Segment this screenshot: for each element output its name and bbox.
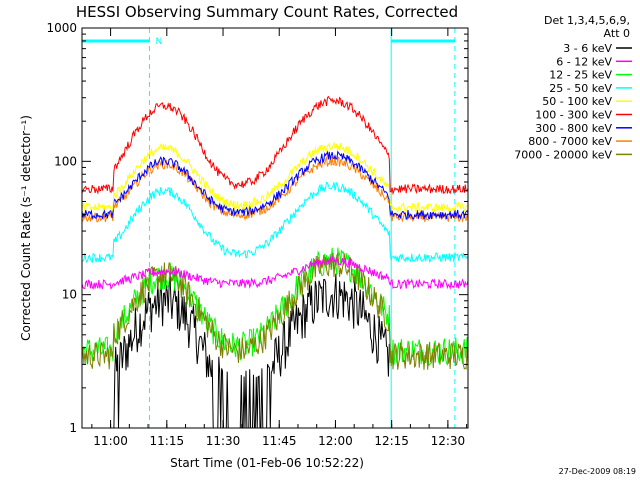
y-tick-label: 100 (54, 154, 77, 168)
series-line (81, 150, 469, 220)
series-line (81, 141, 469, 214)
series-line (81, 247, 469, 367)
series-line (81, 181, 469, 264)
legend-label: 7000 - 20000 keV (514, 148, 612, 161)
series-line (81, 95, 469, 196)
axis-layer: 11:00 11:15 11:30 11:45 12:00 12:15 12:30 1 10 10… (46, 21, 468, 448)
legend-label: 25 - 50 keV (549, 82, 612, 95)
y-tick-label: 1000 (46, 21, 77, 35)
night-marker: N (155, 37, 162, 47)
legend-header-det: Det 1,3,4,5,6,9, (544, 14, 630, 27)
y-axis-label: Corrected Count Rate (s⁻¹ detector⁻¹) (19, 115, 33, 341)
x-tick-label: 11:15 (150, 434, 185, 448)
series-line (81, 256, 469, 291)
y-tick-label: 10 (62, 288, 77, 302)
x-axis-label: Start Time (01-Feb-06 10:52:22) (170, 456, 364, 470)
legend-label: 6 - 12 keV (556, 55, 612, 68)
series-line (81, 155, 469, 223)
x-tick-label: 12:30 (431, 434, 466, 448)
legend-label: 800 - 7000 keV (528, 135, 612, 148)
data-layer: N (81, 28, 469, 429)
x-tick-label: 12:00 (318, 434, 353, 448)
series-line (113, 273, 390, 429)
chart-title: HESSI Observing Summary Count Rates, Cor… (76, 3, 458, 21)
x-tick-label: 11:30 (206, 434, 241, 448)
y-tick-label: 1 (69, 421, 77, 435)
series-line (81, 252, 469, 370)
legend-label: 12 - 25 keV (549, 69, 612, 82)
plot-frame (81, 27, 469, 429)
x-tick-label: 11:45 (262, 434, 297, 448)
legend-label: 100 - 300 keV (535, 109, 612, 122)
legend-label: 300 - 800 keV (535, 122, 612, 135)
legend-label: 50 - 100 keV (542, 95, 612, 108)
legend-label: 3 - 6 keV (563, 42, 612, 55)
timestamp: 27-Dec-2009 08:19 (559, 467, 636, 476)
x-tick-label: 11:00 (93, 434, 128, 448)
x-tick-label: 12:15 (374, 434, 409, 448)
legend-header-att: Att 0 (604, 27, 630, 40)
